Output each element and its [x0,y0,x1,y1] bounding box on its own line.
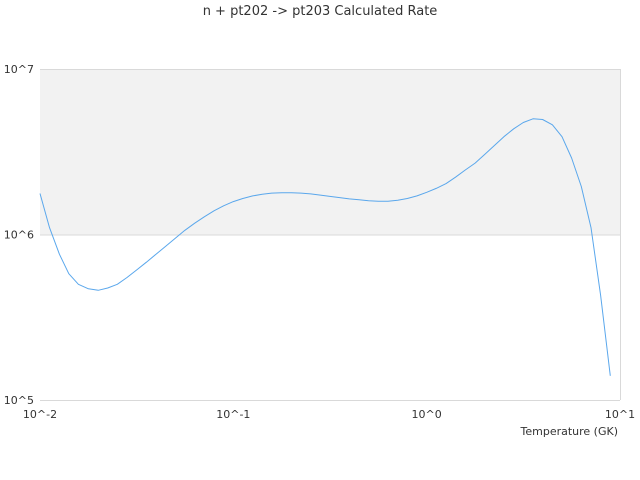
chart-title: n + pt202 -> pt203 Calculated Rate [202,4,438,19]
series-layer [39,118,611,376]
y-tick-label: 10^7 [4,63,34,76]
plot-band [40,69,620,235]
x-tick-label: 10^-2 [23,408,57,421]
gridline-layer [40,69,621,401]
x-axis-title: Temperature (GK) [520,425,619,438]
series-line [39,118,611,376]
tick-label-layer: 10^-2 10^-1 10^0 10^1 10^5 10^6 10^7 [4,63,635,421]
x-tick-label: 10^1 [605,408,635,421]
x-tick-label: 10^-1 [216,408,250,421]
plot-band-layer [40,69,620,235]
y-tick-label: 10^6 [4,229,34,242]
x-tick-label: 10^0 [412,408,442,421]
y-tick-label: 10^5 [4,394,34,407]
